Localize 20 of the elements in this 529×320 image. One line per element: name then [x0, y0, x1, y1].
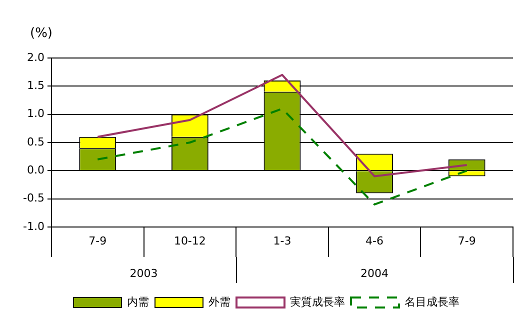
y-tick-label: 1.0	[26, 107, 44, 120]
x-tick-label: 4-6	[366, 234, 384, 248]
x-tick-label: 10-12	[174, 234, 206, 248]
x-tick-label: 7-9	[458, 234, 476, 248]
text: 2004	[360, 266, 389, 280]
legend-label: 名目成長率	[404, 295, 460, 308]
x-tick-label: 1-3	[273, 234, 292, 248]
y-axis-title: (%)	[30, 26, 52, 41]
y-tick-label: 2.0	[26, 50, 44, 64]
y-tick-label: -0.5	[22, 192, 44, 205]
x-tick-label: 7-9	[88, 234, 107, 248]
y-tick-label: -1.0	[22, 220, 44, 233]
y-tick-label: 0.0	[26, 164, 44, 177]
line-series	[96, 108, 468, 206]
text: 2003	[130, 266, 158, 280]
y-tick-label: 0.5	[26, 135, 44, 148]
y-tick-label: 1.5	[26, 79, 44, 92]
legend-label: 実質成長率	[290, 295, 345, 308]
legend-label: 内需	[127, 295, 149, 308]
legend-label: 外需	[208, 295, 230, 308]
